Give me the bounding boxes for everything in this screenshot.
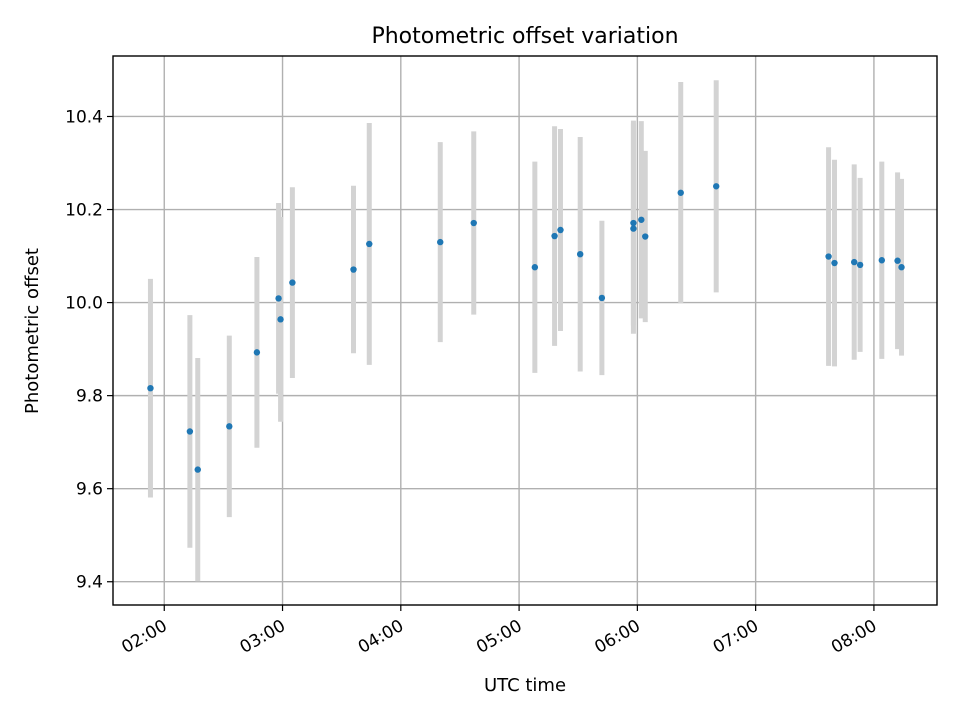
data-point [289,279,296,286]
data-point [186,428,194,435]
data-point [147,384,154,392]
data-point [638,216,645,223]
y-tick-label: 10.0 [65,294,103,314]
data-point [878,257,886,264]
data-point [253,349,261,356]
data-point [557,226,564,234]
plot-area-frame [112,55,938,606]
y-axis: 9.4 9.6 9.8 10.0 10.2 10.4 [65,107,113,593]
data-point [551,232,558,240]
data-point [831,259,838,267]
data-point [851,258,858,266]
y-tick-label: 10.4 [65,107,103,127]
data-point [630,225,637,232]
x-axis-label: UTC time [484,675,566,696]
data-point [598,294,606,302]
data-point [366,240,373,248]
data-point [825,253,832,260]
grid [113,56,937,605]
data-point [437,238,444,246]
data-points [147,183,905,473]
y-tick-label: 9.6 [76,480,103,500]
data-point [713,183,720,190]
data-point [677,189,684,196]
data-point [856,261,864,269]
data-point [898,264,905,271]
data-point [894,257,901,264]
data-point [630,219,637,227]
y-tick-label: 9.4 [76,573,103,593]
y-tick-label: 10.2 [65,201,103,221]
data-point [576,250,584,258]
data-point [194,466,201,473]
data-point [226,423,233,430]
data-point [642,233,649,240]
data-point [275,295,282,302]
data-point [531,264,539,271]
data-point [470,219,477,227]
chart-title: Photometric offset variation [371,24,678,49]
y-axis-label: Photometric offset [22,248,43,414]
data-point [350,266,357,273]
data-point [277,316,284,323]
y-tick-label: 9.8 [76,387,103,407]
